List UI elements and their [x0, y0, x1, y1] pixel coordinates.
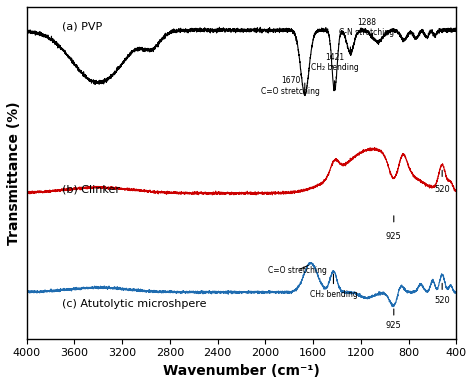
- Text: C=O stretching: C=O stretching: [268, 265, 327, 275]
- Text: 925: 925: [386, 321, 401, 330]
- Text: (a) PVP: (a) PVP: [63, 22, 102, 32]
- X-axis label: Wavenumber (cm⁻¹): Wavenumber (cm⁻¹): [163, 364, 320, 378]
- Text: 1421
CH₂ bending: 1421 CH₂ bending: [310, 53, 358, 72]
- Text: 520: 520: [434, 296, 450, 305]
- Text: CH₂ bending: CH₂ bending: [310, 290, 357, 299]
- Y-axis label: Transmittance (%): Transmittance (%): [7, 101, 21, 245]
- Text: (c) Atutolytic microshpere: (c) Atutolytic microshpere: [63, 299, 207, 309]
- Text: (b) Clinker: (b) Clinker: [63, 185, 120, 195]
- Text: 1288
C-N stretching: 1288 C-N stretching: [339, 18, 394, 37]
- Text: 1670
C=O stretching: 1670 C=O stretching: [261, 76, 320, 96]
- Text: 925: 925: [386, 232, 401, 241]
- Text: 520: 520: [434, 185, 450, 194]
